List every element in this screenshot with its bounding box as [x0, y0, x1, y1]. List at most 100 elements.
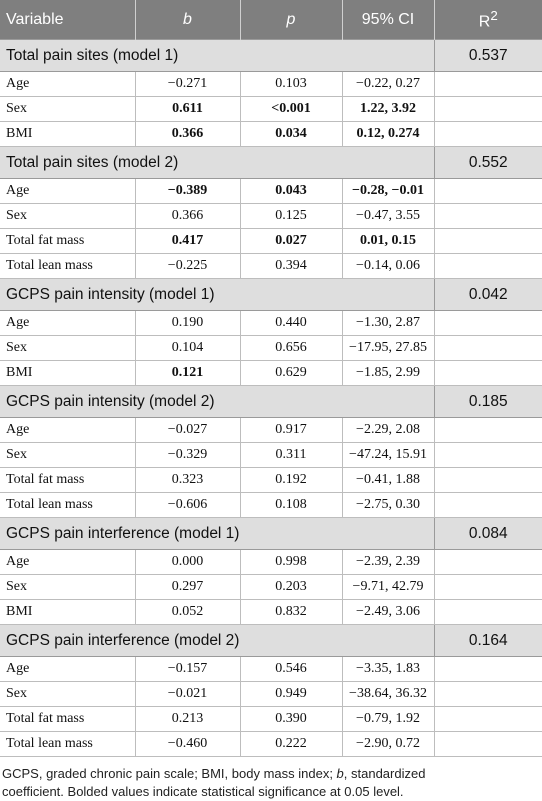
cell-variable: Total fat mass [0, 228, 136, 254]
table-row: Total lean mass −0.225 0.394 −0.14, 0.06 [0, 253, 542, 279]
cell-variable: Age [0, 549, 136, 575]
cell-variable: Age [0, 178, 136, 204]
cell-r2-empty [434, 228, 542, 254]
cell-r2-empty [434, 253, 542, 279]
cell-ci: −0.14, 0.06 [342, 253, 435, 279]
cell-variable: Total lean mass [0, 731, 136, 757]
cell-p: 0.125 [240, 203, 343, 229]
cell-p: 0.832 [240, 599, 343, 625]
cell-variable: BMI [0, 360, 136, 386]
footnote-part-1: GCPS, graded chronic pain scale; BMI, bo… [2, 766, 337, 781]
cell-b: −0.157 [135, 656, 241, 682]
section-header-row: GCPS pain intensity (model 2) 0.185 [0, 385, 542, 418]
cell-variable: Total lean mass [0, 253, 136, 279]
cell-p: 0.390 [240, 706, 343, 732]
cell-b: 0.366 [135, 203, 241, 229]
table-row: Age 0.190 0.440 −1.30, 2.87 [0, 310, 542, 336]
section-title: GCPS pain intensity (model 2) [0, 385, 434, 418]
table-row: BMI 0.052 0.832 −2.49, 3.06 [0, 599, 542, 625]
cell-ci: 1.22, 3.92 [342, 96, 435, 122]
cell-p: 0.656 [240, 335, 343, 361]
header-p: p [240, 0, 343, 40]
table-row: Age −0.389 0.043 −0.28, −0.01 [0, 178, 542, 204]
section-title: GCPS pain intensity (model 1) [0, 278, 434, 311]
cell-b: −0.225 [135, 253, 241, 279]
cell-variable: Total fat mass [0, 467, 136, 493]
cell-r2-empty [434, 335, 542, 361]
cell-ci: −0.79, 1.92 [342, 706, 435, 732]
cell-r2-empty [434, 681, 542, 707]
cell-r2-empty [434, 467, 542, 493]
cell-p: 0.546 [240, 656, 343, 682]
cell-variable: BMI [0, 121, 136, 147]
table-row: Sex 0.611 <0.001 1.22, 3.92 [0, 96, 542, 122]
cell-b: 0.323 [135, 467, 241, 493]
table-header-row: Variable b p 95% CI R2 [0, 0, 542, 40]
regression-table: Variable b p 95% CI R2 Total pain sites … [0, 0, 542, 757]
section-header-row: Total pain sites (model 2) 0.552 [0, 146, 542, 179]
cell-b: 0.190 [135, 310, 241, 336]
header-ci: 95% CI [342, 0, 435, 40]
cell-b: 0.611 [135, 96, 241, 122]
cell-b: 0.366 [135, 121, 241, 147]
cell-p: 0.440 [240, 310, 343, 336]
section-title: Total pain sites (model 2) [0, 146, 434, 179]
cell-variable: Age [0, 656, 136, 682]
cell-variable: Age [0, 71, 136, 97]
cell-ci: −2.29, 2.08 [342, 417, 435, 443]
cell-r2-empty [434, 731, 542, 757]
cell-r2-empty [434, 203, 542, 229]
cell-p: 0.311 [240, 442, 343, 468]
cell-p: 0.917 [240, 417, 343, 443]
section-header-row: GCPS pain interference (model 1) 0.084 [0, 517, 542, 550]
section-title: GCPS pain interference (model 1) [0, 517, 434, 550]
table-body: Total pain sites (model 1) 0.537 Age −0.271… [0, 39, 542, 757]
cell-variable: Sex [0, 203, 136, 229]
cell-ci: −47.24, 15.91 [342, 442, 435, 468]
cell-variable: Sex [0, 335, 136, 361]
cell-b: 0.000 [135, 549, 241, 575]
table-row: Total lean mass −0.606 0.108 −2.75, 0.30 [0, 492, 542, 518]
cell-variable: Total lean mass [0, 492, 136, 518]
cell-r2-empty [434, 492, 542, 518]
footnote-part-2: , standardized [343, 766, 426, 781]
section-header-row: Total pain sites (model 1) 0.537 [0, 39, 542, 72]
cell-variable: Age [0, 310, 136, 336]
section-r2: 0.537 [433, 39, 542, 72]
table-footnote: GCPS, graded chronic pain scale; BMI, bo… [0, 757, 542, 801]
section-r2: 0.164 [433, 624, 542, 657]
table-row: Age −0.271 0.103 −0.22, 0.27 [0, 71, 542, 97]
header-r2-label: R [478, 13, 491, 31]
cell-b: −0.329 [135, 442, 241, 468]
section-title: Total pain sites (model 1) [0, 39, 434, 72]
cell-b: 0.213 [135, 706, 241, 732]
header-r2: R2 [434, 0, 542, 40]
cell-r2-empty [434, 360, 542, 386]
table-row: Total fat mass 0.323 0.192 −0.41, 1.88 [0, 467, 542, 493]
cell-r2-empty [434, 417, 542, 443]
header-b: b [135, 0, 241, 40]
table-row: Sex −0.329 0.311 −47.24, 15.91 [0, 442, 542, 468]
cell-p: 0.222 [240, 731, 343, 757]
cell-b: −0.027 [135, 417, 241, 443]
cell-variable: Sex [0, 681, 136, 707]
cell-variable: Sex [0, 96, 136, 122]
table-row: BMI 0.121 0.629 −1.85, 2.99 [0, 360, 542, 386]
table-row: Total lean mass −0.460 0.222 −2.90, 0.72 [0, 731, 542, 757]
cell-p: 0.998 [240, 549, 343, 575]
cell-p: <0.001 [240, 96, 343, 122]
cell-ci: −0.28, −0.01 [342, 178, 435, 204]
cell-ci: −0.47, 3.55 [342, 203, 435, 229]
table-row: Total fat mass 0.213 0.390 −0.79, 1.92 [0, 706, 542, 732]
header-r2-sup: 2 [490, 7, 498, 23]
cell-r2-empty [434, 706, 542, 732]
section-header-row: GCPS pain interference (model 2) 0.164 [0, 624, 542, 657]
cell-ci: −2.39, 2.39 [342, 549, 435, 575]
table-row: Age 0.000 0.998 −2.39, 2.39 [0, 549, 542, 575]
cell-ci: 0.01, 0.15 [342, 228, 435, 254]
cell-p: 0.108 [240, 492, 343, 518]
cell-variable: BMI [0, 599, 136, 625]
table-row: Total fat mass 0.417 0.027 0.01, 0.15 [0, 228, 542, 254]
cell-p: 0.027 [240, 228, 343, 254]
footnote-b-italic: b [336, 766, 344, 781]
